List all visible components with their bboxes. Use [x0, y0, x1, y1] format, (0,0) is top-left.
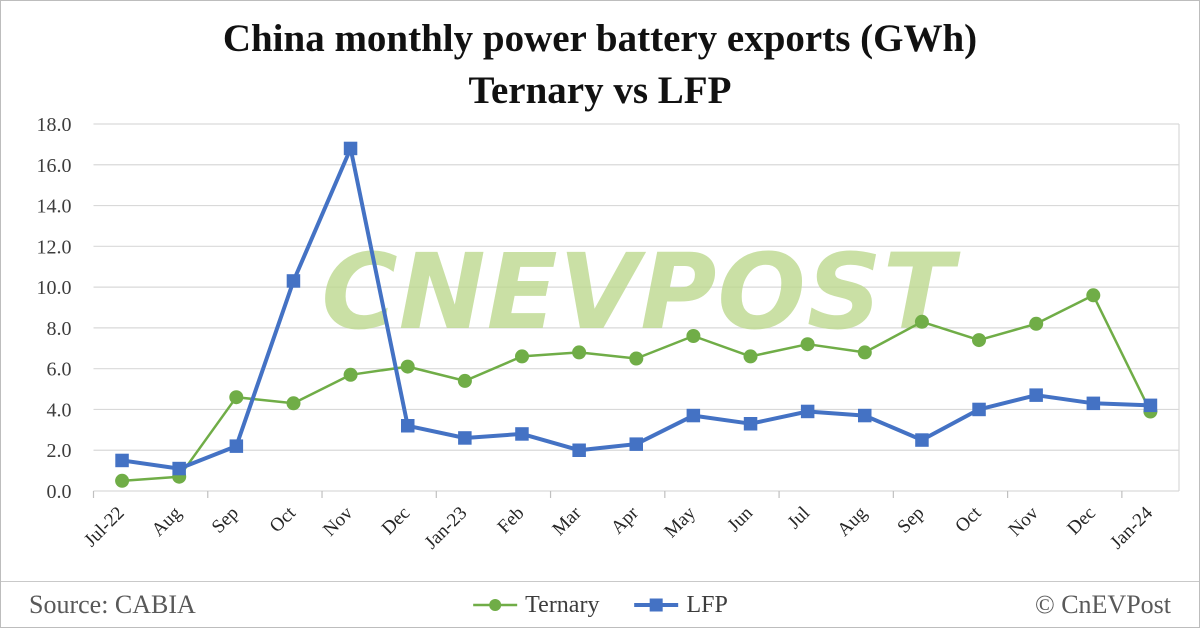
ternary-marker: [229, 390, 244, 405]
legend-item-ternary: Ternary: [472, 592, 599, 619]
y-axis-tick-label: 16.0: [37, 155, 72, 177]
line-chart: 0.0 2.0 4.0 6.0 8.0 10.0 12.0 14.0 16.0 18.0 CNEVP…: [37, 114, 1180, 554]
ternary-marker: [286, 396, 301, 411]
legend-label-ternary: Ternary: [525, 591, 600, 618]
lfp-marker: [458, 431, 472, 445]
x-axis-tick-label: Sep: [893, 503, 928, 538]
lfp-marker: [572, 443, 586, 457]
y-axis-tick-label: 12.0: [37, 236, 72, 258]
chart-title-line1: China monthly power battery exports (GWh…: [222, 17, 978, 60]
x-axis-tick-label: Jul: [784, 503, 815, 534]
ternary-marker: [115, 473, 130, 488]
y-axis-tick-label: 10.0: [37, 277, 72, 299]
y-axis-tick-label: 6.0: [47, 359, 72, 381]
lfp-marker: [743, 417, 758, 431]
lfp-marker: [343, 141, 358, 156]
chart-legend: Ternary LFP: [472, 582, 728, 627]
lfp-marker: [515, 427, 529, 441]
lfp-marker: [686, 408, 701, 423]
x-axis-tick-label: Mar: [548, 502, 586, 540]
lfp-marker: [1086, 396, 1101, 411]
watermark-text: CNEVPOST: [321, 231, 960, 353]
y-axis-tick-label: 4.0: [47, 399, 72, 421]
x-axis-tick-label: Dec: [378, 503, 414, 539]
x-axis-tick-label: Nov: [319, 502, 357, 540]
x-axis-tick-label: Sep: [208, 503, 243, 538]
x-axis-tick-label: Jun: [724, 502, 758, 536]
copyright-label: © CnEVPost: [1034, 590, 1171, 619]
ternary-marker-icon: [473, 599, 518, 611]
ternary-marker: [800, 337, 815, 352]
x-axis-tick-label: Jul-22: [80, 503, 128, 551]
chart-title-line2: Ternary vs LFP: [468, 68, 732, 112]
y-axis-tick-label: 8.0: [47, 318, 72, 340]
lfp-marker: [1029, 388, 1043, 402]
y-axis-tick-label: 0.0: [47, 481, 72, 503]
lfp-marker: [800, 404, 815, 419]
ternary-marker: [515, 349, 529, 364]
lfp-marker: [286, 274, 301, 288]
legend-item-lfp: LFP: [633, 591, 728, 619]
ternary-marker: [1029, 316, 1044, 331]
lfp-marker: [115, 453, 129, 468]
legend-label-lfp: LFP: [686, 591, 728, 618]
ternary-marker: [972, 333, 986, 348]
lfp-marker: [972, 402, 986, 417]
x-axis-tick-label: May: [660, 502, 700, 542]
x-axis-tick-label: Jan-24: [1106, 502, 1157, 553]
lfp-marker: [858, 408, 872, 423]
ternary-marker: [457, 373, 472, 388]
ternary-marker: [343, 367, 358, 382]
ternary-marker: [572, 345, 587, 360]
x-axis-tick-label: Nov: [1005, 502, 1043, 540]
lfp-marker: [915, 433, 929, 447]
ternary-marker: [400, 359, 415, 374]
x-axis-tick-label: Oct: [951, 502, 986, 537]
x-axis-tick-label: Dec: [1063, 503, 1099, 539]
x-axis-tick-label: Apr: [607, 502, 643, 538]
ternary-marker: [743, 349, 758, 364]
lfp-marker: [401, 419, 415, 433]
ternary-marker: [857, 345, 872, 360]
x-axis-tick-label: Aug: [833, 502, 871, 540]
lfp-marker-icon: [634, 598, 679, 612]
y-axis-tick-label: 18.0: [37, 114, 72, 136]
x-axis-tick-label: Aug: [148, 502, 186, 540]
lfp-marker: [172, 461, 186, 476]
chart-title: China monthly power battery exports (GWh…: [1, 13, 1199, 117]
lfp-marker: [1143, 398, 1158, 413]
ternary-marker: [686, 329, 701, 343]
ternary-marker: [914, 314, 929, 329]
ternary-marker: [1086, 288, 1101, 303]
source-label: Source: CABIA: [29, 590, 196, 619]
x-axis-tick-label: Jan-23: [421, 503, 472, 554]
y-axis-tick-label: 14.0: [37, 196, 72, 218]
y-axis-tick-label: 2.0: [47, 440, 72, 462]
chart-footer: Source: CABIA Ternary LFP © CnEVPost: [1, 581, 1199, 627]
x-axis-tick-label: Oct: [266, 502, 301, 537]
ternary-marker: [629, 351, 644, 366]
x-axis-tick-label: Feb: [494, 503, 529, 538]
lfp-marker: [629, 437, 643, 451]
lfp-marker: [229, 439, 244, 453]
